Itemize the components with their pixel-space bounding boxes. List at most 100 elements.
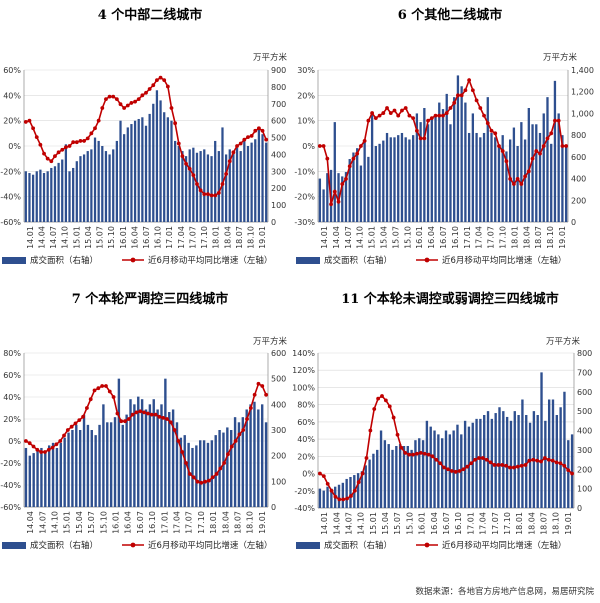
legend-bar-swatch [296,257,320,264]
growth-rate-point [260,128,265,133]
growth-rate-point [459,93,464,98]
growth-rate-point [332,189,337,194]
growth-rate-point [136,97,141,102]
bar-transaction-area [232,151,235,222]
bar-transaction-area [175,422,179,507]
growth-rate-point [556,118,561,123]
left-tick-label: 20% [3,117,21,126]
bar-transaction-area [348,159,351,222]
growth-rate-point [53,154,57,159]
bar-transaction-area [137,118,140,222]
bar-transaction-area [90,430,93,507]
bar-transaction-area [183,435,186,507]
bar-transaction-area [246,146,250,222]
growth-rate-point [368,428,373,433]
x-tick-label: 17.04 [173,511,182,534]
left-tick-label: 0% [302,470,315,479]
bar-transaction-area [97,140,100,222]
bar-transaction-area [516,146,519,222]
bar-transaction-area [199,151,202,222]
bar-transaction-area [168,412,171,507]
bar-transaction-area [433,430,436,508]
growth-rate-point [318,471,322,476]
bar-transaction-area [224,154,228,222]
x-tick-label: 14.04 [37,226,46,249]
right-tick-label: 400 [271,150,286,159]
growth-rate-point [452,101,457,105]
growth-rate-point [180,450,185,454]
growth-rate-point [484,457,489,462]
growth-rate-point [198,188,203,193]
growth-rate-point [226,452,230,457]
growth-rate-point [549,131,554,136]
growth-rate-point [395,432,400,437]
growth-rate-point [111,94,116,99]
bar-transaction-area [221,127,224,222]
growth-rate-point [392,108,397,113]
growth-rate-point [457,469,462,473]
left-tick-label: -30% [294,218,315,227]
bar-transaction-area [199,440,202,507]
bar-transaction-area [378,143,381,222]
bar-transaction-area [40,447,43,507]
x-tick-label: 15.04 [84,226,93,249]
bar-transaction-area [318,178,322,222]
growth-rate-point [195,182,199,186]
growth-rate-point [504,159,509,164]
left-tick-label: 60% [3,371,21,380]
growth-rate-point [125,103,130,108]
bar-transaction-area [356,148,359,222]
growth-rate-point [118,102,123,107]
growth-rate-point [78,139,83,143]
bar-transaction-area [360,471,364,508]
bar-transaction-area [535,124,538,222]
growth-rate-point [123,419,127,424]
growth-rate-point [442,465,446,470]
right-tick-label: 100 [271,201,286,210]
growth-rate-point [446,467,450,472]
bar-transaction-area [326,486,329,508]
growth-rate-point [467,78,472,83]
bar-transaction-area [71,430,74,507]
right-tick-label: 600 [271,117,286,126]
growth-rate-point [144,90,148,95]
bar-transaction-area [479,137,482,222]
right-tick-label: 800 [271,83,286,92]
growth-rate-point [54,442,59,447]
growth-rate-point [129,101,134,105]
bar-transaction-area [540,372,543,508]
left-tick-label: 80% [3,349,21,358]
bar-transaction-area [475,418,478,508]
growth-rate-point [162,78,167,83]
right-tick-label: 0 [271,218,276,227]
bar-transaction-area [47,445,51,507]
bar-transaction-area [214,435,217,507]
bar-transaction-area [241,417,245,507]
x-tick-label: 18.10 [552,512,561,535]
growth-rate-point [546,457,551,462]
growth-rate-point [38,142,43,147]
growth-rate-point [493,131,498,136]
growth-rate-point [222,461,227,465]
growth-rate-point [168,420,173,425]
right-tick-label: 100 [577,485,592,494]
x-tick-label: 16.01 [418,512,427,535]
bar-transaction-area [410,449,413,508]
bar-transaction-area [440,438,444,508]
bar-transaction-area [546,97,549,222]
bar-transaction-area [195,152,199,222]
growth-rate-point [463,88,468,93]
legend-bar-swatch [2,542,26,549]
growth-rate-point [523,463,528,467]
growth-rate-point [107,94,112,99]
bar-transaction-area [318,488,322,508]
growth-rate-point [341,497,346,502]
bar-transaction-area [322,189,325,222]
left-tick-label: 30% [297,66,315,75]
bar-transaction-area [260,404,264,507]
growth-rate-point [249,133,254,138]
bar-transaction-area [68,171,71,222]
bar-transaction-area [210,440,214,507]
bar-transaction-area [483,415,486,508]
bar-transaction-area [408,139,411,222]
